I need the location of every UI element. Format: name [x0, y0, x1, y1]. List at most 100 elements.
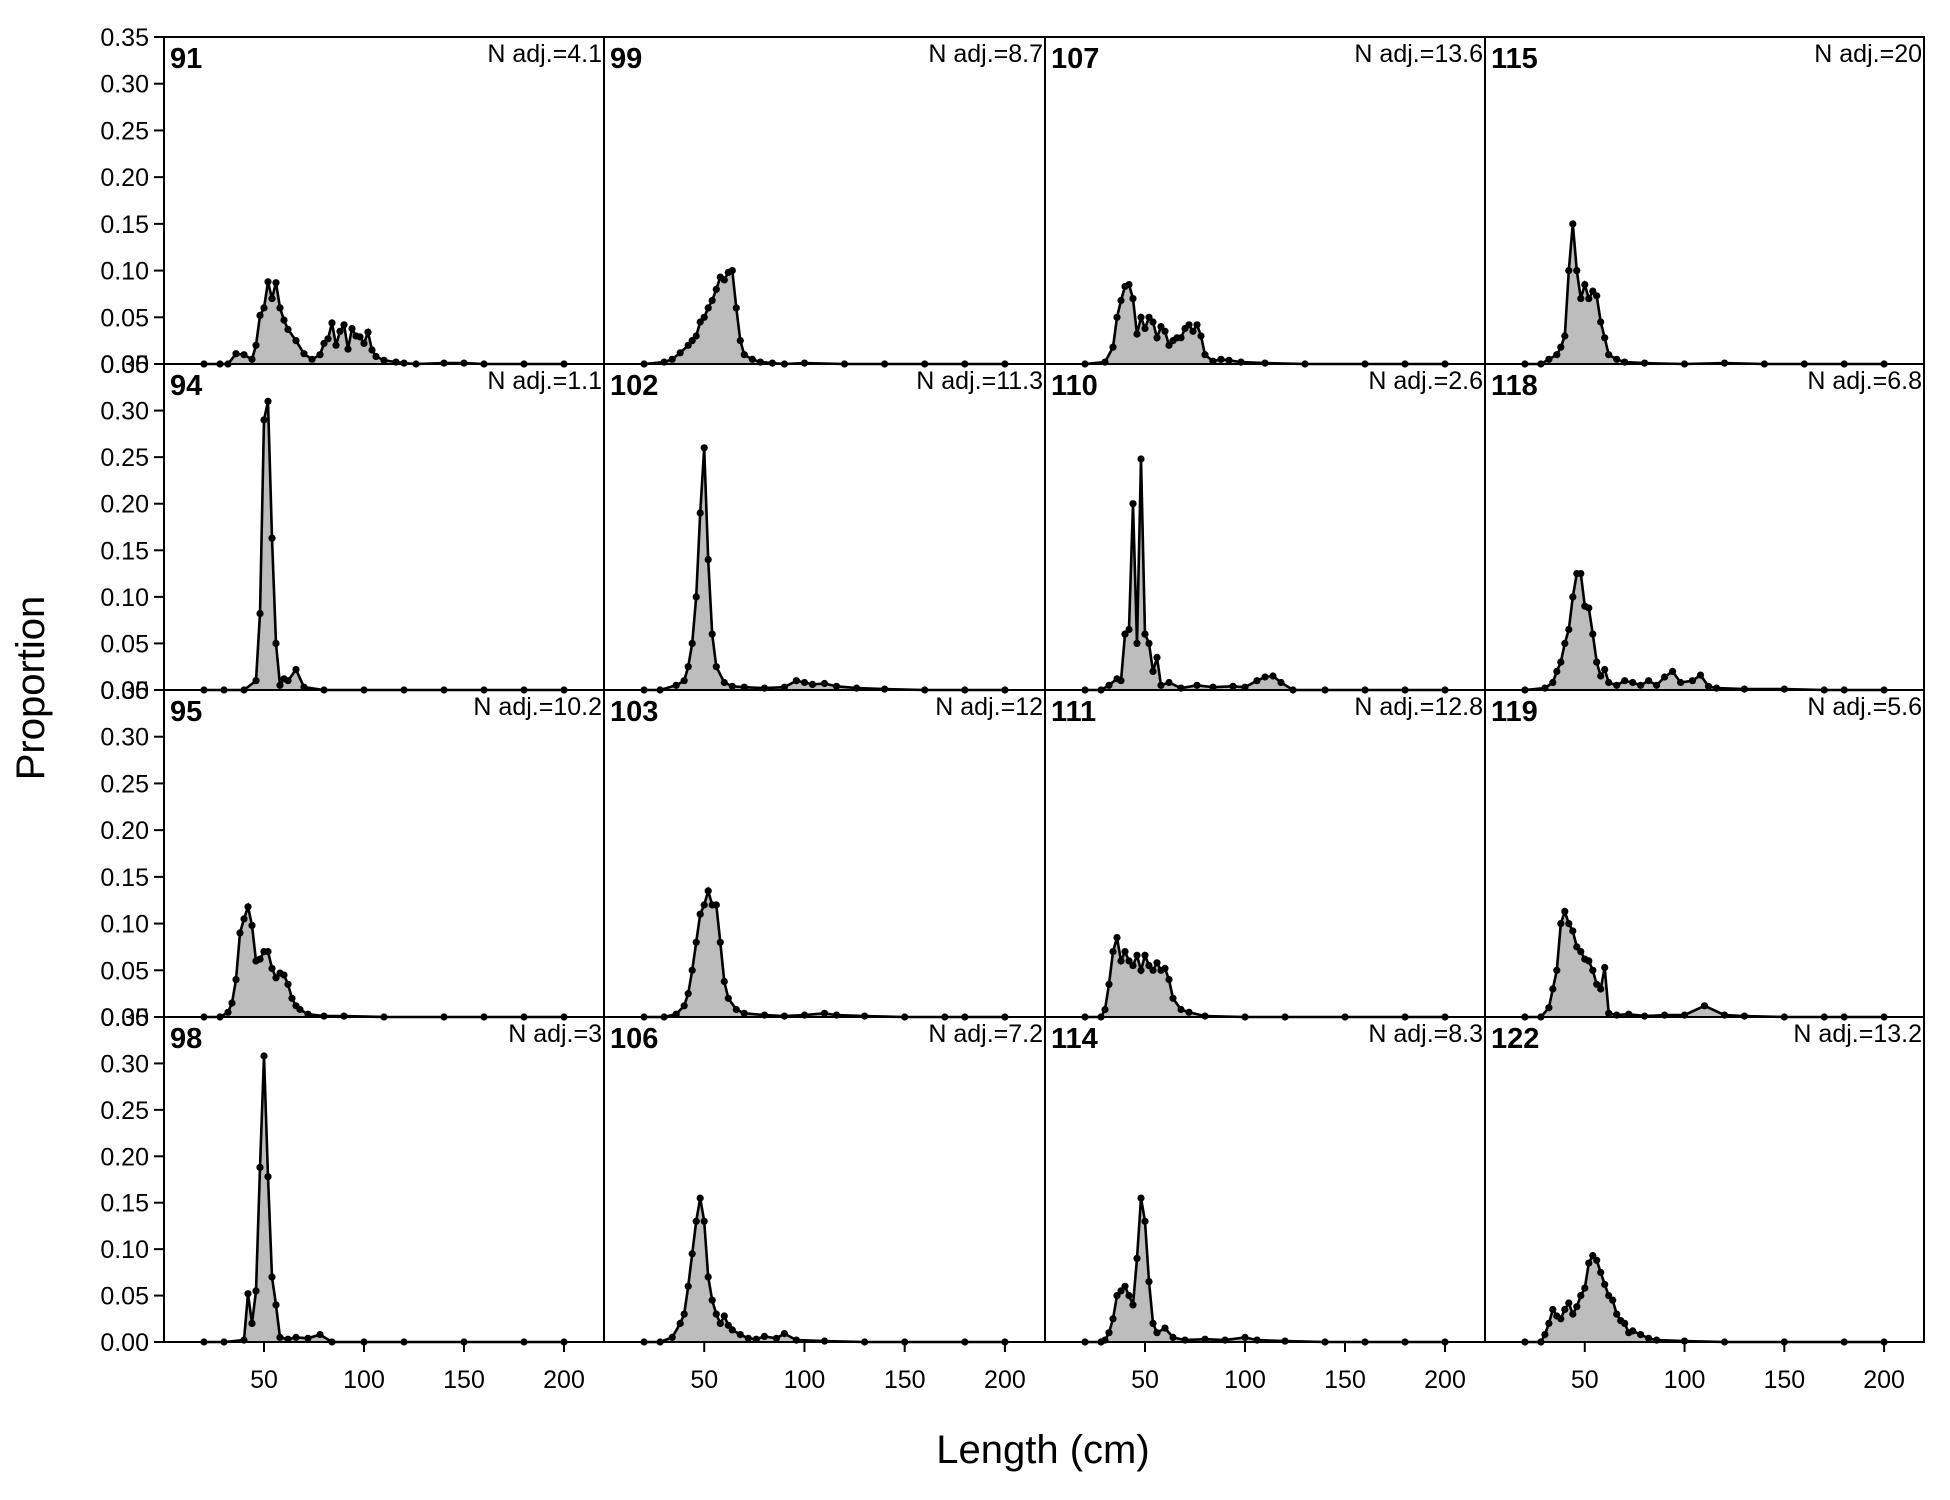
- data-point: [364, 328, 372, 336]
- area-fill: [1524, 223, 1885, 364]
- data-point: [1117, 677, 1125, 685]
- data-point: [1125, 281, 1133, 289]
- data-point: [1593, 658, 1601, 666]
- data-point: [1253, 677, 1261, 685]
- data-point: [316, 1331, 324, 1339]
- data-point: [1141, 630, 1149, 638]
- data-point: [1121, 1282, 1129, 1290]
- data-point: [1557, 658, 1565, 666]
- data-point: [284, 980, 292, 988]
- x-tick-label: 50: [1131, 1366, 1159, 1394]
- data-point: [1613, 355, 1621, 363]
- data-point: [732, 1005, 740, 1014]
- data-point: [1109, 343, 1117, 351]
- data-point: [672, 681, 680, 689]
- data-point: [1121, 948, 1129, 956]
- panel-frame: [163, 363, 605, 691]
- panel-frame: [1044, 36, 1486, 365]
- data-point: [1669, 667, 1677, 676]
- data-point: [1637, 1331, 1645, 1339]
- data-point: [700, 901, 708, 909]
- data-point: [332, 341, 340, 349]
- data-point: [248, 355, 256, 363]
- data-point: [1577, 570, 1585, 578]
- data-point: [1261, 673, 1269, 681]
- data-point: [1129, 295, 1137, 303]
- x-tick-label: 200: [1424, 1366, 1466, 1394]
- data-point: [1105, 681, 1113, 689]
- data-point: [692, 1217, 700, 1225]
- data-point: [688, 966, 696, 974]
- data-point: [700, 444, 708, 452]
- data-point: [1621, 1319, 1629, 1327]
- panel-91: 91 N adj.=4.1 0.00 0.05 0.10 0.15 0.20 0.25 0.30…: [100, 24, 605, 379]
- data-point: [680, 677, 688, 685]
- data-point: [1653, 681, 1661, 689]
- y-axis-label: Proportion: [9, 596, 53, 781]
- data-point: [1193, 681, 1201, 689]
- data-point: [668, 1333, 676, 1341]
- data-point: [1569, 927, 1577, 935]
- data-point: [360, 339, 368, 347]
- panel-110: 110 N adj.=2.6: [1044, 363, 1486, 694]
- n-adj-label: N adj.=1.1: [487, 367, 602, 395]
- panel-99: 99 N adj.=8.7: [603, 36, 1046, 368]
- data-point: [1133, 639, 1141, 648]
- x-tick-label: 200: [984, 1366, 1026, 1394]
- data-point: [256, 955, 264, 963]
- data-point: [1125, 957, 1133, 965]
- data-point: [252, 341, 260, 349]
- data-point: [1585, 604, 1593, 612]
- data-point: [1145, 962, 1153, 970]
- data-point: [1581, 281, 1589, 289]
- data-point: [1613, 1310, 1621, 1318]
- data-point: [1645, 1334, 1653, 1342]
- data-point: [292, 665, 300, 674]
- panel-label: 115: [1491, 43, 1538, 75]
- data-point: [1565, 267, 1573, 275]
- data-point: [1569, 1310, 1577, 1318]
- data-point: [256, 311, 264, 319]
- y-tick-label: 0.20: [100, 1143, 149, 1171]
- data-point: [1153, 959, 1161, 967]
- area-fill: [1085, 1198, 1445, 1342]
- data-point: [1161, 1324, 1169, 1332]
- data-point: [684, 990, 692, 998]
- data-point: [1589, 630, 1597, 638]
- data-point: [1145, 1278, 1153, 1286]
- data-point: [1229, 682, 1237, 690]
- data-point: [1165, 341, 1173, 349]
- panel-frame: [1484, 689, 1925, 1018]
- y-tick-label: 0.25: [100, 444, 149, 472]
- data-point: [1561, 332, 1569, 340]
- data-point: [732, 304, 740, 312]
- data-point: [288, 994, 296, 1002]
- data-point: [712, 901, 720, 909]
- panel-label: 98: [170, 1023, 202, 1055]
- panel-94: 94 N adj.=1.1 0.00 0.05 0.10 0.15 0.20 0.25 0.30…: [100, 351, 605, 705]
- area-fill: [1524, 911, 1885, 1017]
- data-point: [1129, 962, 1137, 970]
- data-point: [292, 1333, 300, 1341]
- data-point: [724, 994, 732, 1002]
- area-fill: [1524, 1255, 1885, 1342]
- y-tick-label: 0.10: [100, 584, 149, 612]
- data-point: [1601, 963, 1609, 972]
- data-point: [340, 321, 348, 329]
- x-tick-label: 50: [690, 1366, 718, 1394]
- data-point: [224, 1008, 232, 1016]
- n-adj-label: N adj.=3: [508, 1020, 602, 1048]
- data-point: [272, 1301, 280, 1309]
- n-adj-label: N adj.=8.3: [1368, 1020, 1483, 1048]
- data-point: [1557, 920, 1565, 928]
- data-point: [1561, 1305, 1569, 1314]
- data-point: [280, 316, 288, 324]
- y-tick-label: 0.30: [100, 1050, 149, 1078]
- x-tick-label: 100: [343, 1366, 385, 1394]
- data-point: [1541, 1331, 1549, 1339]
- data-point: [820, 1009, 829, 1017]
- data-point: [1581, 1284, 1589, 1292]
- panel-95: 95 N adj.=10.2 0.00 0.05 0.10 0.15 0.20 0.25 0.3…: [100, 677, 605, 1032]
- x-tick-label: 150: [1324, 1366, 1366, 1394]
- data-point: [696, 910, 704, 918]
